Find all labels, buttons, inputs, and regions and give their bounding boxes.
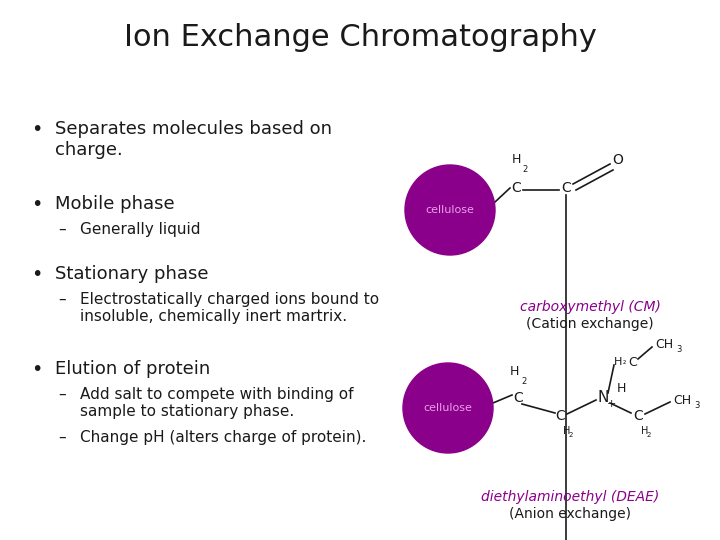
Text: H: H [613,357,622,367]
Text: Change pH (alters charge of protein).: Change pH (alters charge of protein). [80,430,366,445]
Text: 2: 2 [521,377,526,386]
Text: cellulose: cellulose [423,403,472,413]
Text: 3: 3 [694,402,699,410]
Text: –: – [58,430,66,445]
Text: –: – [58,222,66,237]
Text: H: H [511,153,521,166]
Text: C: C [628,355,636,368]
Text: C: C [555,409,565,423]
Text: •: • [31,360,42,379]
Text: (Anion exchange): (Anion exchange) [509,507,631,521]
Text: C: C [513,391,523,405]
Text: H: H [641,426,649,436]
Text: –: – [58,292,66,307]
Text: C: C [633,409,643,423]
Text: diethylaminoethyl (DEAE): diethylaminoethyl (DEAE) [481,490,659,504]
Text: –: – [58,387,66,402]
Text: Separates molecules based on
charge.: Separates molecules based on charge. [55,120,332,159]
Text: cellulose: cellulose [426,205,474,215]
Text: •: • [31,195,42,214]
Text: (Cation exchange): (Cation exchange) [526,317,654,331]
Text: CH: CH [655,338,673,350]
Text: 2: 2 [522,165,527,174]
Text: H: H [509,365,518,378]
Text: C: C [511,181,521,195]
Text: Mobile phase: Mobile phase [55,195,175,213]
Text: +: + [606,399,616,409]
Text: N: N [598,390,608,406]
Text: H: H [563,426,570,436]
Text: ₂: ₂ [623,357,626,367]
Circle shape [405,165,495,255]
Text: Stationary phase: Stationary phase [55,265,209,283]
Text: CH: CH [673,394,691,407]
Text: Add salt to compete with binding of
sample to stationary phase.: Add salt to compete with binding of samp… [80,387,354,420]
Text: Elution of protein: Elution of protein [55,360,210,378]
Text: H: H [616,381,626,395]
Text: O: O [613,153,624,167]
Text: C: C [561,181,571,195]
Text: •: • [31,265,42,284]
Text: Generally liquid: Generally liquid [80,222,200,237]
Text: •: • [31,120,42,139]
Circle shape [403,363,493,453]
Text: 2: 2 [647,432,652,438]
Text: Electrostatically charged ions bound to
insoluble, chemically inert martrix.: Electrostatically charged ions bound to … [80,292,379,325]
Text: Ion Exchange Chromatography: Ion Exchange Chromatography [124,24,596,52]
Text: 3: 3 [676,346,681,354]
Text: 2: 2 [569,432,573,438]
Text: carboxymethyl (CM): carboxymethyl (CM) [520,300,660,314]
